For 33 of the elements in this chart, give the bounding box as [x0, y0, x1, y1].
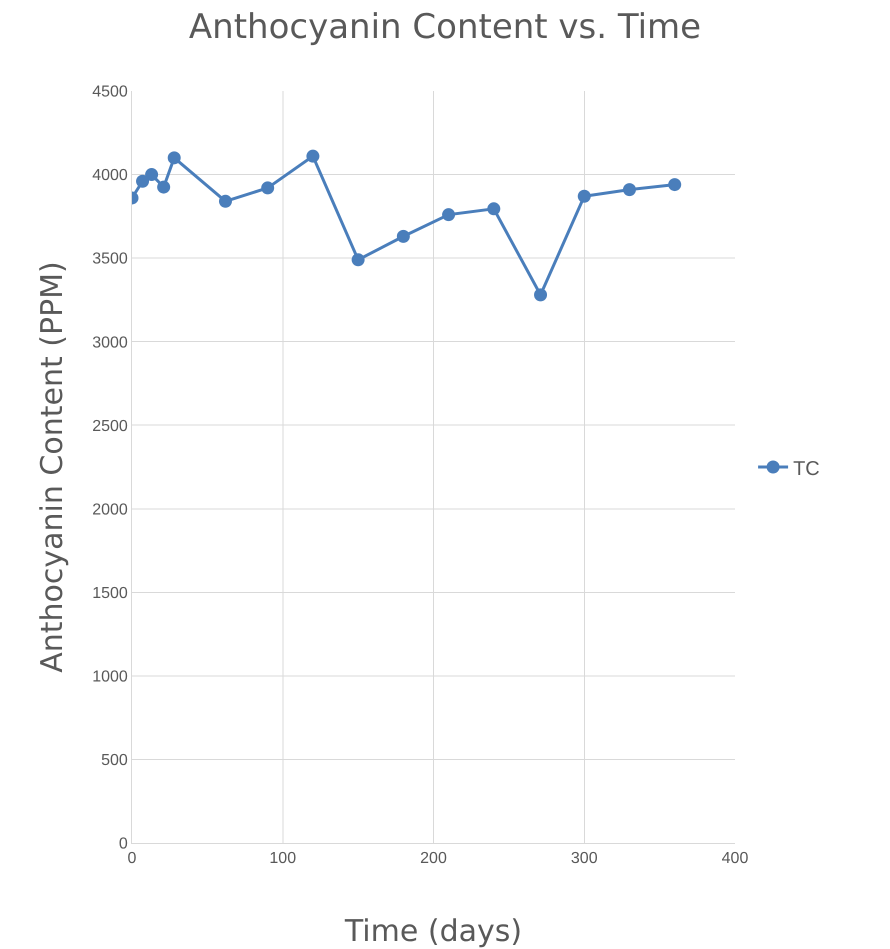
point — [622, 183, 636, 196]
y-tick-label: 2000 — [92, 501, 128, 518]
y-tick-label: 1500 — [92, 584, 128, 602]
point — [352, 253, 365, 266]
point — [487, 202, 500, 216]
point — [306, 150, 320, 163]
point — [145, 168, 158, 182]
x-tick-label: 100 — [269, 850, 296, 868]
point — [157, 180, 170, 194]
y-tick-label: 4000 — [92, 167, 128, 184]
y-tick-label: 500 — [101, 752, 128, 770]
legend-label: TC — [793, 458, 820, 480]
y-tick-label: 3000 — [92, 334, 128, 352]
y-tick-label: 4500 — [92, 84, 128, 101]
y-tick-label: 2500 — [92, 418, 128, 435]
y-tick-label: 3500 — [92, 250, 128, 268]
y-tick-label: 0 — [118, 836, 128, 853]
point — [261, 181, 274, 194]
point — [668, 178, 682, 192]
point — [534, 288, 548, 302]
x-tick-label: 300 — [570, 850, 598, 868]
point — [168, 151, 181, 164]
point — [578, 190, 591, 203]
point — [218, 194, 232, 208]
x-tick-label: 400 — [722, 850, 748, 868]
chart-title: Anthocyanin Content vs. Time — [188, 7, 702, 48]
x-tick-label: 200 — [420, 850, 447, 868]
point — [396, 230, 410, 243]
y-axis-title: Anthocyanin Content (PPM) — [35, 261, 70, 673]
y-tick-label: 1000 — [92, 668, 128, 686]
point — [136, 174, 150, 188]
point — [442, 208, 456, 222]
x-axis-title: Time (days) — [344, 914, 522, 949]
